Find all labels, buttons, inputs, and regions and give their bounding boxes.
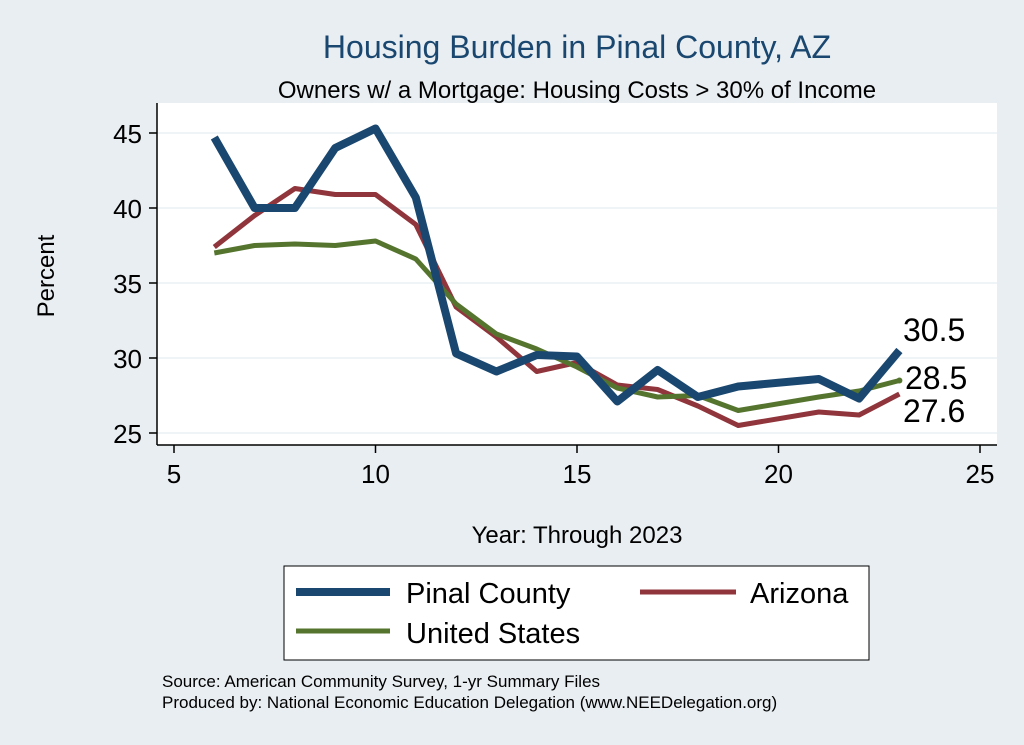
x-tick-label-25: 25: [966, 459, 995, 489]
end-label-arizona: 27.6: [903, 393, 965, 429]
end-point-united-states: [896, 377, 903, 384]
x-tick-label-5: 5: [167, 459, 181, 489]
y-tick-label-25: 25: [113, 419, 142, 449]
y-tick-label-40: 40: [113, 194, 142, 224]
legend-label-pinal-county: Pinal County: [406, 578, 571, 610]
chart-title: Housing Burden in Pinal County, AZ: [323, 29, 831, 65]
series-line-arizona: [212, 186, 901, 428]
legend-label-united-states: United States: [406, 618, 580, 650]
series-line-united-states: [213, 238, 901, 413]
end-label-united-states: 28.5: [905, 360, 967, 396]
x-axis-label: Year: Through 2023: [472, 522, 683, 549]
legend-label-arizona: Arizona: [750, 578, 849, 610]
axes: 25 30 35 40 45 5 10 15 20 25: [113, 103, 997, 489]
y-axis-label: Percent: [33, 234, 60, 317]
legend: Pinal County Arizona United States: [296, 578, 849, 650]
end-label-pinal-county: 30.5: [903, 312, 965, 348]
y-tick-label-45: 45: [113, 119, 142, 149]
source-note: Source: American Community Survey, 1-yr …: [162, 672, 600, 691]
y-tick-label-35: 35: [113, 269, 142, 299]
y-tick-label-30: 30: [113, 344, 142, 374]
end-labels: 30.5 28.527.6: [896, 312, 967, 429]
series-line-pinal-county: [210, 124, 903, 406]
chart-subtitle: Owners w/ a Mortgage: Housing Costs > 30…: [278, 77, 876, 104]
x-tick-label-10: 10: [361, 459, 390, 489]
plot-area: [157, 103, 997, 445]
producer-note: Produced by: National Economic Education…: [162, 693, 777, 712]
legend-box: [283, 565, 870, 661]
x-tick-label-20: 20: [764, 459, 793, 489]
x-tick-label-15: 15: [563, 459, 592, 489]
series-lines: [210, 124, 903, 428]
